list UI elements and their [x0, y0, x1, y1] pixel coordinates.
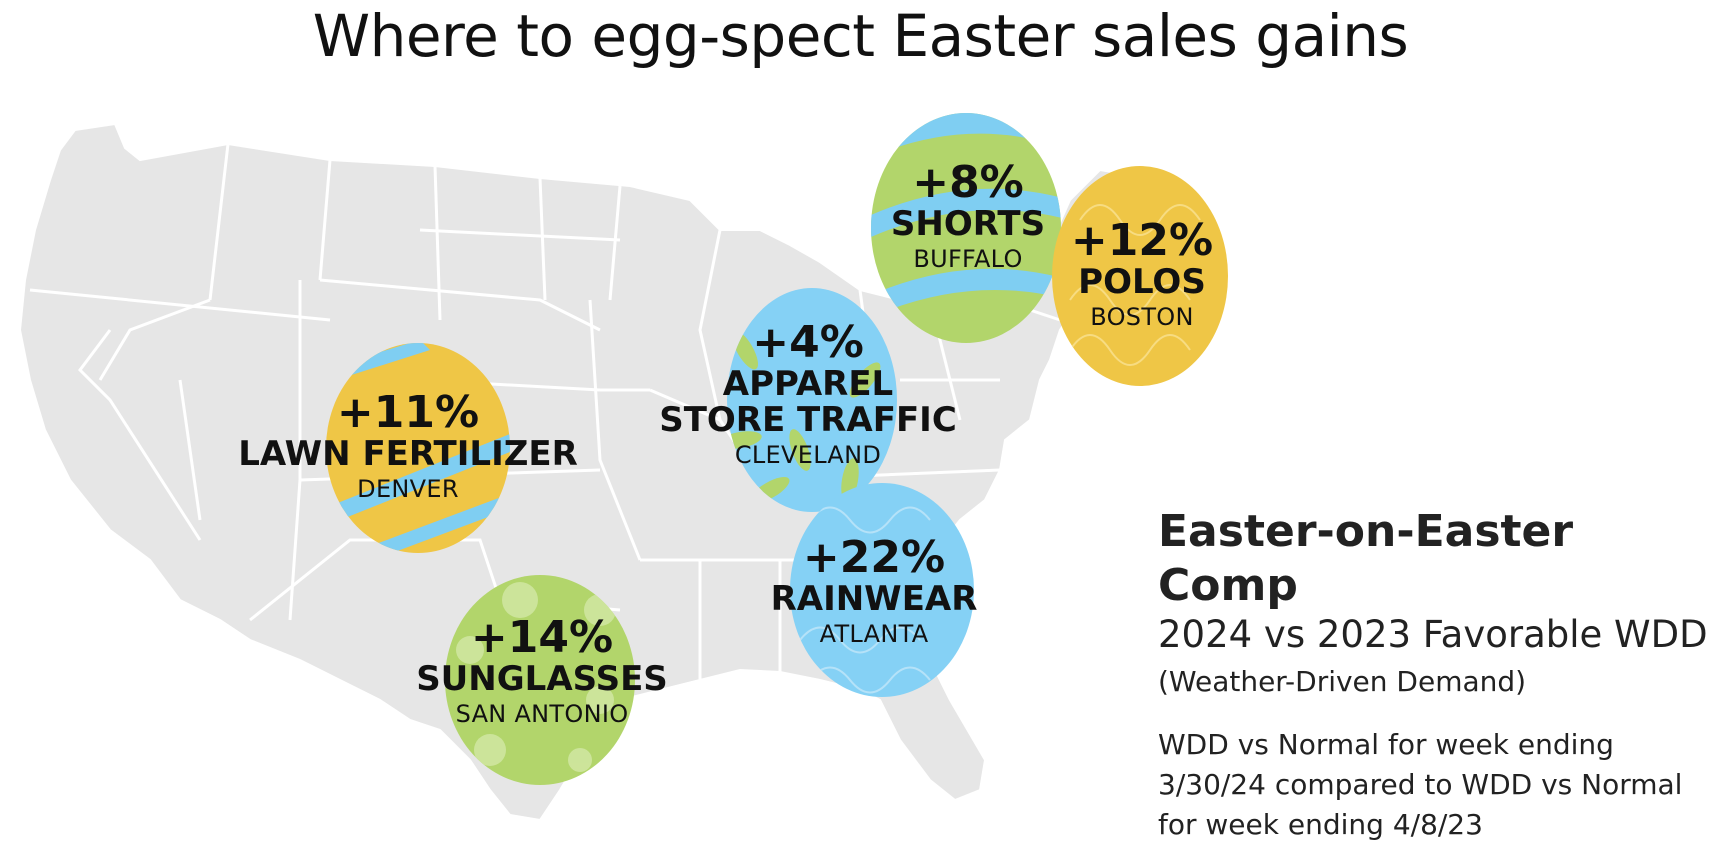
category-sunglasses: SUNGLASSES [416, 659, 668, 699]
label-rainwear: +22% RAINWEAR ATLANTA [771, 535, 978, 651]
egg-rainwear [790, 483, 974, 697]
legend-subheading: 2024 vs 2023 Favorable WDD [1158, 613, 1708, 656]
city-shorts: BUFFALO [913, 245, 1023, 273]
page-title: Where to egg-spect Easter sales gains [312, 2, 1409, 70]
pct-shorts: +8% [912, 157, 1024, 208]
egg-apparel [727, 288, 897, 512]
legend-subheading-2: (Weather-Driven Demand) [1158, 665, 1527, 698]
egg-polos [1052, 166, 1228, 386]
city-polos: BOSTON [1090, 303, 1194, 331]
legend-note-line3: for week ending 4/8/23 [1158, 808, 1483, 841]
label-sunglasses: +14% SUNGLASSES SAN ANTONIO [416, 615, 668, 731]
legend-note: WDD vs Normal for week ending 3/30/24 co… [1158, 725, 1713, 845]
city-lawn: DENVER [357, 475, 459, 503]
city-sunglasses: SAN ANTONIO [455, 700, 629, 728]
label-polos: +12% POLOS BOSTON [1071, 218, 1213, 334]
egg-sunglasses [445, 575, 635, 785]
city-apparel: CLEVELAND [734, 441, 882, 469]
label-apparel: +4% APPAREL STORE TRAFFIC CLEVELAND [659, 320, 957, 472]
legend-note-line2: 3/30/24 compared to WDD vs Normal [1158, 768, 1683, 801]
category-shorts: SHORTS [890, 204, 1046, 244]
category-rainwear: RAINWEAR [770, 579, 978, 619]
legend-note-line1: WDD vs Normal for week ending [1158, 728, 1614, 761]
city-rainwear: ATLANTA [819, 620, 929, 648]
label-shorts: +8% SHORTS BUFFALO [891, 160, 1045, 276]
pct-polos: +12% [1070, 215, 1214, 266]
pct-lawn: +11% [336, 387, 480, 438]
egg-lawn [326, 343, 510, 553]
pct-sunglasses: +14% [470, 612, 614, 663]
legend: Easter-on-Easter Comp 2024 vs 2023 Favor… [1158, 505, 1718, 845]
legend-heading: Easter-on-Easter Comp [1158, 506, 1574, 611]
pct-rainwear: +22% [802, 532, 946, 583]
category-apparel-line1: APPAREL [722, 364, 894, 404]
category-apparel-line2: STORE TRAFFIC [659, 400, 957, 440]
category-polos: POLOS [1078, 262, 1206, 302]
category-lawn: LAWN FERTILIZER [238, 434, 578, 474]
label-lawn: +11% LAWN FERTILIZER DENVER [238, 390, 578, 506]
pct-apparel: +4% [752, 317, 864, 368]
